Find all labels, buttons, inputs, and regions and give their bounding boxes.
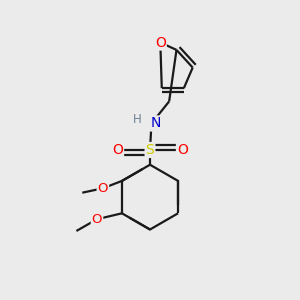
Text: N: N bbox=[151, 116, 161, 130]
Text: S: S bbox=[146, 143, 154, 157]
Text: O: O bbox=[112, 143, 123, 157]
Text: H: H bbox=[132, 113, 141, 127]
Text: O: O bbox=[98, 182, 108, 195]
Text: O: O bbox=[177, 143, 188, 157]
Text: O: O bbox=[155, 35, 166, 50]
Text: O: O bbox=[92, 213, 102, 226]
